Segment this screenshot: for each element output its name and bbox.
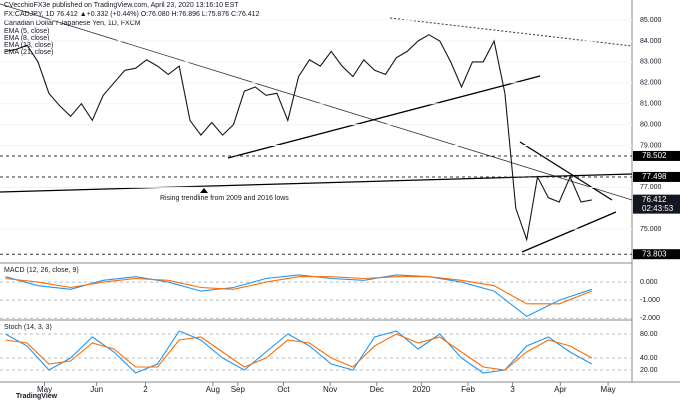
y-tick-label: 83.000 <box>640 59 662 66</box>
y-tick-label: 75.000 <box>640 226 662 233</box>
level-label: 77.498 <box>642 172 667 181</box>
series-line <box>5 276 592 305</box>
pane-title: MACD (12, 26, close, 9) <box>4 267 79 274</box>
x-tick-label: May <box>37 385 52 394</box>
y-tick-label: -1.000 <box>640 297 660 304</box>
marker <box>200 188 208 193</box>
footer: TradingView <box>16 393 58 400</box>
study: EMA (5, close) <box>4 28 50 35</box>
trendline <box>519 141 613 201</box>
trendline <box>227 75 541 159</box>
annotation: Rising trendline from 2009 and 2016 lows <box>160 195 289 202</box>
trendline <box>389 17 633 47</box>
y-tick-label: 40.00 <box>640 355 658 362</box>
last-price: 76.412 <box>642 195 667 204</box>
y-tick-label: 82.000 <box>640 80 662 87</box>
y-tick-label: 80.00 <box>640 331 658 338</box>
study: EMA (13, close) <box>4 42 53 49</box>
x-tick-label: 3 <box>510 385 515 394</box>
trendline <box>0 173 633 193</box>
y-tick-label: -2.000 <box>640 315 660 322</box>
y-tick-label: 77.000 <box>640 184 662 191</box>
level-label-bg <box>633 171 680 182</box>
level-label-bg <box>633 150 680 161</box>
y-tick-label: 80.000 <box>640 121 662 128</box>
x-tick-label: 2020 <box>412 385 430 394</box>
publisher: CVecchioFX3e published on TradingView.co… <box>4 2 239 9</box>
trendline <box>521 211 617 253</box>
y-tick-label: 0.000 <box>640 279 658 286</box>
pane-title: Stoch (14, 3, 3) <box>4 324 52 331</box>
study: EMA (8, close) <box>4 35 50 42</box>
y-tick-label: 79.000 <box>640 142 662 149</box>
trendline <box>0 3 633 201</box>
y-tick-label: 81.000 <box>640 101 662 108</box>
x-tick-label: May <box>601 385 616 394</box>
y-tick-label: 20.00 <box>640 367 658 374</box>
x-tick-label: Aug <box>206 385 220 394</box>
level-label: 78.502 <box>642 151 667 160</box>
study: EMA (21, close) <box>4 49 53 56</box>
series-line <box>5 330 593 374</box>
x-tick-label: Jun <box>90 385 103 394</box>
series-line <box>5 274 592 318</box>
x-tick-label: Feb <box>461 385 475 394</box>
series-line <box>5 333 593 371</box>
y-tick-label: 85.000 <box>640 17 662 24</box>
x-tick-label: Oct <box>277 385 290 394</box>
level-label-bg <box>633 249 680 260</box>
x-tick-label: Sep <box>231 385 246 394</box>
last-price-bg <box>633 194 680 214</box>
series-line <box>5 34 592 242</box>
countdown: 02:43:53 <box>642 204 674 213</box>
x-tick-label: Dec <box>370 385 384 394</box>
x-tick-label: 2 <box>143 385 148 394</box>
x-tick-label: Nov <box>323 385 337 394</box>
level-label: 73.803 <box>642 249 667 258</box>
quote: FX:CADJPY, 1D 76.412 ▲+0.332 (+0.44%) O:… <box>4 11 260 18</box>
symbol: Canadian Dollar / Japanese Yen, 1D, FXCM <box>4 20 141 27</box>
y-tick-label: 84.000 <box>640 38 662 45</box>
x-tick-label: Apr <box>554 385 567 394</box>
